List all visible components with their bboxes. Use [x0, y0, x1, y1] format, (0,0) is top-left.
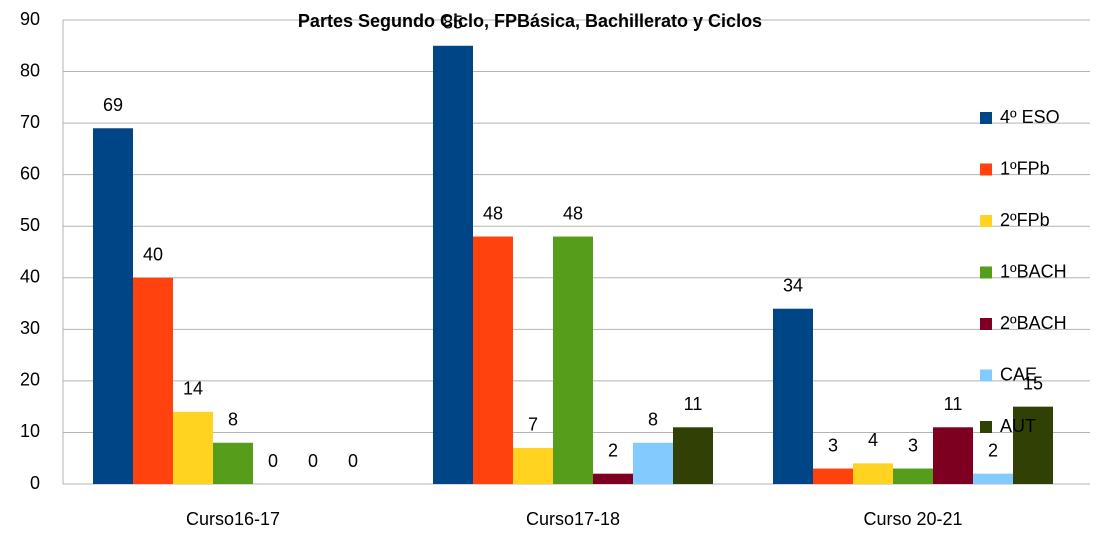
bar: [893, 468, 933, 484]
y-tick-label: 80: [20, 60, 40, 80]
bar: [433, 45, 473, 485]
y-tick-label: 90: [20, 9, 40, 29]
bar: [133, 277, 173, 484]
data-label: 0: [348, 451, 358, 471]
chart-title: Partes Segundo Ciclo, FPBásica, Bachille…: [298, 11, 762, 31]
bar: [553, 236, 593, 484]
data-label: 3: [828, 435, 838, 455]
bar: [853, 463, 893, 484]
legend-swatch: [980, 163, 992, 176]
y-tick-label: 70: [20, 112, 40, 132]
bar: [673, 427, 713, 484]
data-label: 11: [684, 394, 703, 414]
legend-label: 2ºFPb: [1000, 210, 1050, 230]
bar: [933, 427, 973, 484]
data-label: 34: [783, 275, 803, 295]
legend-label: 1ºFPb: [1000, 158, 1050, 178]
y-tick-label: 20: [20, 370, 40, 390]
data-label: 4: [868, 430, 878, 450]
x-tick-label: Curso16-17: [186, 509, 280, 529]
bar: [973, 473, 1013, 484]
data-label: 0: [268, 451, 278, 471]
bar: [593, 473, 633, 484]
x-tick-label: Curso17-18: [526, 509, 620, 529]
data-label: 0: [308, 451, 318, 471]
data-label: 85: [443, 13, 463, 33]
data-label: 48: [563, 203, 583, 223]
y-tick-label: 30: [20, 318, 40, 338]
y-tick-label: 10: [20, 421, 40, 441]
bar: [633, 442, 673, 484]
bar: [773, 308, 813, 484]
legend-swatch: [980, 369, 992, 382]
data-label: 40: [143, 245, 163, 265]
data-label: 48: [483, 203, 503, 223]
data-label: 69: [103, 95, 123, 115]
legend-label: CAE: [1000, 364, 1037, 384]
data-label: 3: [908, 435, 918, 455]
bar: [1013, 406, 1053, 484]
data-label: 7: [528, 415, 538, 435]
legend-label: 1ºBACH: [1000, 261, 1067, 281]
legend-label: 4º ESO: [1000, 107, 1060, 127]
legend-label: 2ºBACH: [1000, 313, 1067, 333]
data-label: 11: [944, 394, 963, 414]
data-label: 2: [988, 440, 998, 460]
bar: [213, 442, 253, 484]
data-label: 8: [648, 410, 658, 430]
y-tick-label: 40: [20, 267, 40, 287]
bar: [473, 236, 513, 484]
legend-label: AUT: [1000, 416, 1036, 436]
y-tick-label: 60: [20, 163, 40, 183]
bar: [813, 468, 853, 484]
y-tick-label: 0: [30, 473, 40, 493]
legend-swatch: [980, 421, 992, 433]
legend-swatch: [980, 112, 992, 124]
legend-swatch: [980, 318, 992, 330]
bar: [93, 128, 133, 484]
data-label: 8: [228, 410, 238, 430]
y-tick-label: 50: [20, 215, 40, 235]
data-label: 15: [1023, 373, 1043, 393]
legend-swatch: [980, 215, 992, 227]
legend-swatch: [980, 266, 992, 279]
bar: [173, 411, 213, 484]
data-label: 2: [608, 440, 618, 460]
x-tick-label: Curso 20-21: [863, 509, 962, 529]
data-label: 14: [183, 379, 203, 399]
bar: [513, 447, 553, 484]
